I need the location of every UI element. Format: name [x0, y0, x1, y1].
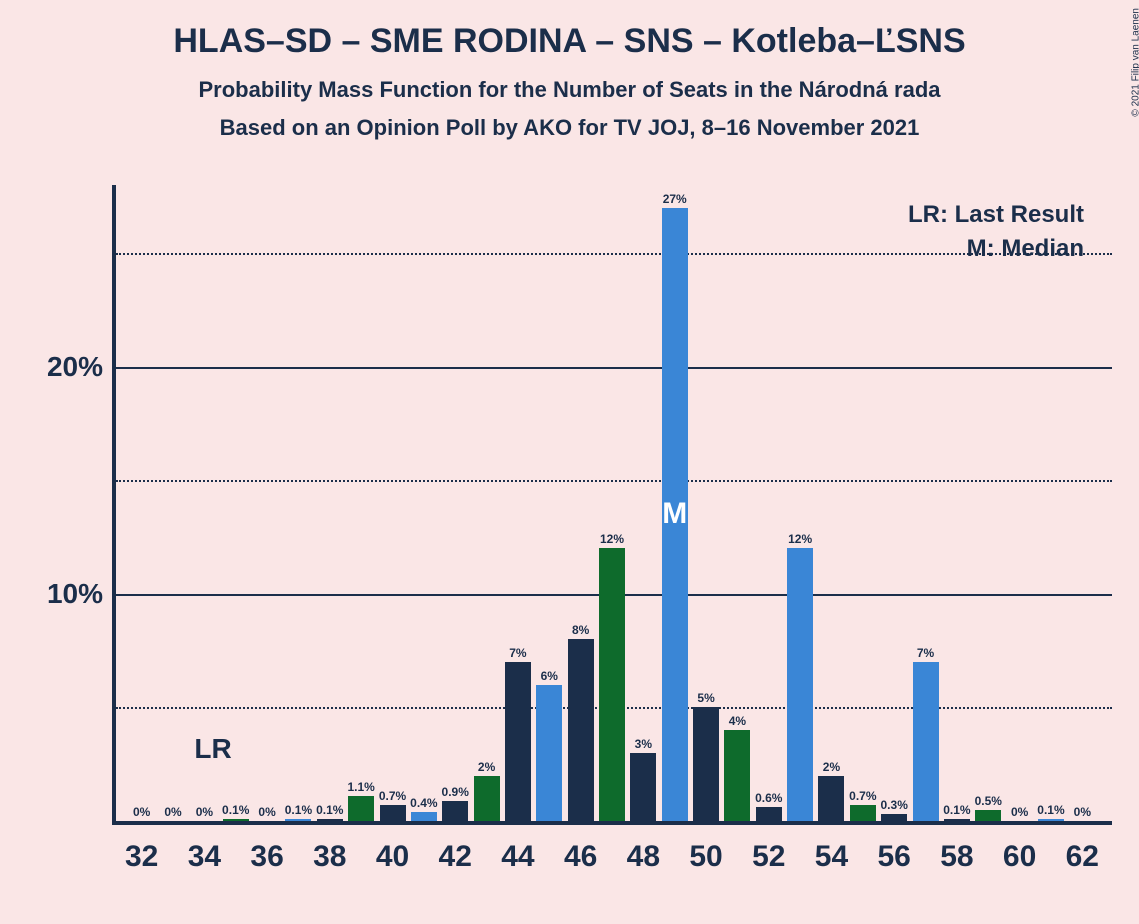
bar-value-label: 4%: [729, 714, 746, 728]
bar: [505, 662, 531, 821]
bar-value-label: 6%: [541, 669, 558, 683]
bar-value-label: 5%: [697, 691, 714, 705]
bar-value-label: 0.4%: [410, 796, 437, 810]
legend-m: M: Median: [908, 235, 1084, 263]
bar: [1038, 819, 1064, 821]
bar-value-label: 0.6%: [755, 791, 782, 805]
bar: [411, 812, 437, 821]
lr-marker: LR: [194, 733, 231, 765]
median-marker: M: [662, 497, 687, 531]
x-axis-label: 54: [815, 840, 848, 874]
x-axis-label: 56: [878, 840, 911, 874]
x-axis-label: 42: [439, 840, 472, 874]
bar: [317, 819, 343, 821]
x-axis-label: 52: [752, 840, 785, 874]
bar-value-label: 0.1%: [943, 803, 970, 817]
x-axis-label: 46: [564, 840, 597, 874]
bar-value-label: 0%: [1011, 805, 1028, 819]
chart-plot-area: 0% 0% 0% 0.1% 0% 0.1% 0.1% 1.1% 0.7% 0.4% 0.9% 2% 7%…: [112, 185, 1112, 825]
bar: [975, 810, 1001, 821]
bar: [599, 548, 625, 821]
bar-value-label: 2%: [823, 760, 840, 774]
bar-value-label: 0%: [1074, 805, 1091, 819]
gridline-minor: [116, 480, 1112, 482]
bar: [724, 730, 750, 821]
bar-value-label: 0.1%: [316, 803, 343, 817]
bar-value-label: 0.3%: [881, 798, 908, 812]
bar: [442, 801, 468, 821]
bar: [474, 776, 500, 821]
bar: [693, 707, 719, 821]
y-axis-label: 20%: [47, 351, 103, 383]
bar: [881, 814, 907, 821]
x-axis-label: 50: [689, 840, 722, 874]
bar: [944, 819, 970, 821]
bar: [913, 662, 939, 821]
x-axis-line: [112, 821, 1112, 825]
bar-value-label: 7%: [917, 646, 934, 660]
legend: LR: Last Result M: Median: [908, 201, 1084, 269]
bar-value-label: 0.9%: [442, 785, 469, 799]
bar: [223, 819, 249, 821]
bar-value-label: 27%: [663, 192, 687, 206]
bar: [630, 753, 656, 821]
chart-title: HLAS–SD – SME RODINA – SNS – Kotleba–ĽSN…: [0, 0, 1139, 61]
bar-value-label: 0.7%: [849, 789, 876, 803]
x-axis-label: 38: [313, 840, 346, 874]
bar-value-label: 0.1%: [285, 803, 312, 817]
bar-value-label: 12%: [788, 532, 812, 546]
bar-value-label: 3%: [635, 737, 652, 751]
x-axis-label: 44: [501, 840, 534, 874]
x-axis-label: 36: [250, 840, 283, 874]
x-axis-label: 48: [627, 840, 660, 874]
bar: [536, 685, 562, 821]
chart-subtitle-1: Probability Mass Function for the Number…: [0, 77, 1139, 103]
gridline-major: [116, 367, 1112, 369]
bar: [380, 805, 406, 821]
bar-value-label: 2%: [478, 760, 495, 774]
x-axis-label: 32: [125, 840, 158, 874]
x-axis-label: 40: [376, 840, 409, 874]
bar: [568, 639, 594, 821]
x-axis-label: 58: [940, 840, 973, 874]
x-axis-label: 60: [1003, 840, 1036, 874]
bar-value-label: 0.1%: [222, 803, 249, 817]
chart-subtitle-2: Based on an Opinion Poll by AKO for TV J…: [0, 115, 1139, 141]
x-axis-label: 62: [1066, 840, 1099, 874]
y-axis-line: [112, 185, 116, 825]
bar-value-label: 0%: [258, 805, 275, 819]
legend-lr: LR: Last Result: [908, 201, 1084, 229]
bar-value-label: 7%: [509, 646, 526, 660]
y-axis-label: 10%: [47, 578, 103, 610]
bar-value-label: 12%: [600, 532, 624, 546]
bar-value-label: 0%: [133, 805, 150, 819]
bar: [285, 819, 311, 821]
bar: [850, 805, 876, 821]
x-axis-label: 34: [188, 840, 221, 874]
copyright-text: © 2021 Filip van Laenen: [1131, 8, 1139, 117]
bar: [756, 807, 782, 821]
bar-value-label: 1.1%: [347, 780, 374, 794]
bar-value-label: 0%: [196, 805, 213, 819]
bar: [818, 776, 844, 821]
bar-value-label: 8%: [572, 623, 589, 637]
bar: [348, 796, 374, 821]
bar: [787, 548, 813, 821]
bar-value-label: 0.1%: [1037, 803, 1064, 817]
bar-value-label: 0%: [164, 805, 181, 819]
bar-value-label: 0.7%: [379, 789, 406, 803]
bar-value-label: 0.5%: [975, 794, 1002, 808]
